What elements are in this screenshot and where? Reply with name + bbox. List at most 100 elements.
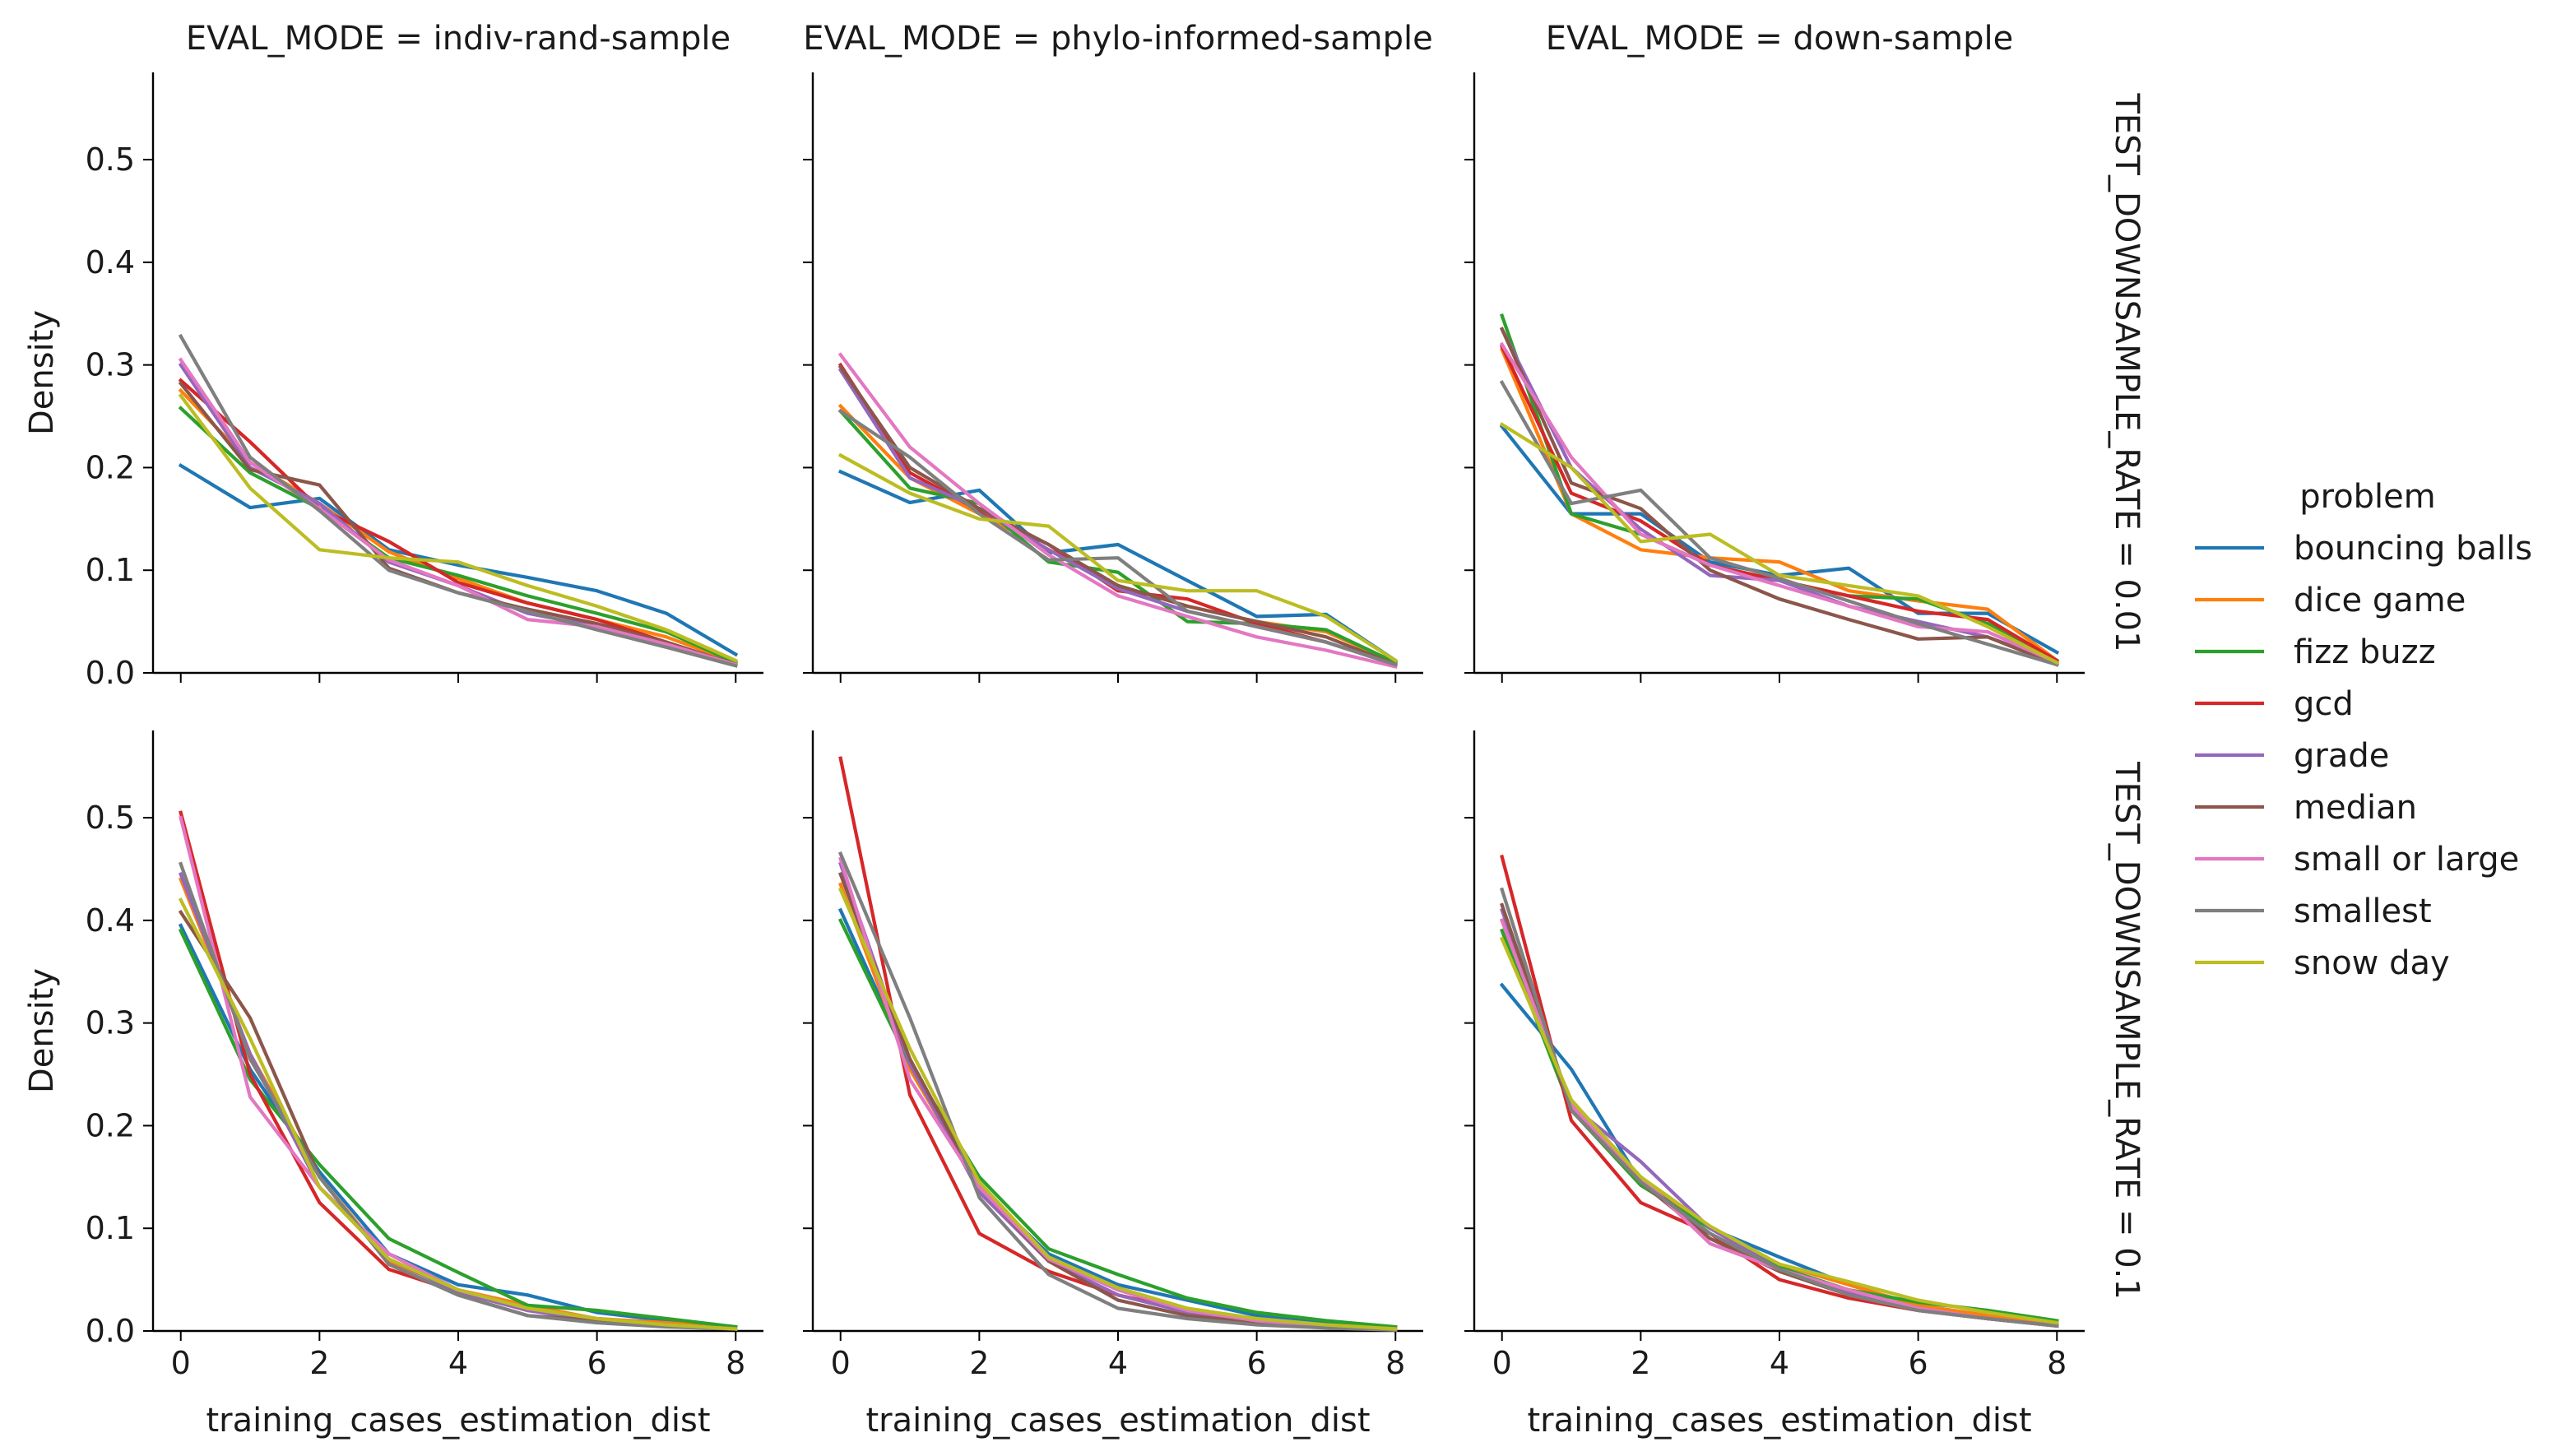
y-tick-label: 0.5 — [86, 800, 135, 836]
series-line-snow-day — [178, 897, 738, 1331]
series-line-smallest — [179, 861, 738, 1331]
series-line-median — [837, 364, 1399, 667]
series-line-small-or-large — [178, 357, 738, 667]
facet-panel: 0 2 4 6 8 training_cases_estimation_dist TEST_… — [1464, 730, 2146, 1440]
x-tick-label: 0 — [1492, 1345, 1512, 1381]
legend-item: median — [2195, 789, 2417, 827]
series-line-snow-day — [837, 887, 1398, 1331]
legend-item: bouncing balls — [2195, 530, 2532, 568]
facet-row-title: TEST_DOWNSAMPLE_RATE = 0.01 — [2108, 92, 2146, 651]
series-line-fizz-buzz — [837, 408, 1399, 665]
x-tick-label: 6 — [587, 1345, 607, 1381]
facet-panel: 0.0 0.1 0.2 0.3 0.4 0.5 0 2 4 6 8 training_cases_es… — [23, 730, 763, 1440]
legend-item: fizz buzz — [2195, 633, 2436, 671]
y-tick-label: 0.3 — [86, 347, 135, 383]
y-tick-label: 0.4 — [86, 244, 135, 281]
series-line-bouncing-balls — [837, 469, 1399, 663]
x-tick-label: 2 — [309, 1345, 329, 1381]
series-line-grade — [838, 861, 1398, 1331]
series-line-smallest — [837, 408, 1398, 667]
y-tick-label: 0.0 — [86, 655, 135, 691]
legend-label: snow day — [2294, 944, 2450, 982]
series-line-grade — [178, 362, 738, 667]
series-line-snow-day — [178, 393, 739, 663]
y-tick-label: 0.2 — [86, 449, 135, 485]
x-tick-label: 8 — [1385, 1345, 1405, 1381]
facet-panel: EVAL_MODE = down-sample TEST_DOWNSAMPLE_R… — [1464, 20, 2146, 683]
facet-panel: 0 2 4 6 8 training_cases_estimation_dist — [803, 730, 1423, 1440]
series-line-snow-day — [1499, 422, 2060, 665]
x-tick-label: 8 — [2047, 1345, 2067, 1381]
series-line-dice-game — [1499, 347, 2060, 663]
y-tick-label: 0.3 — [86, 1005, 135, 1041]
legend: problem bouncing balls dice game fizz buzz g… — [2195, 478, 2532, 982]
series-line-gcd — [178, 378, 738, 667]
series-line-snow-day — [1499, 936, 2059, 1325]
x-tick-label: 2 — [969, 1345, 989, 1381]
series-line-grade — [837, 367, 1398, 667]
facet-panel: 0.0 0.1 0.2 0.3 0.4 0.5 EVAL_MODE = indiv-rand… — [23, 20, 763, 691]
legend-title: problem — [2299, 478, 2436, 516]
x-tick-label: 0 — [171, 1345, 191, 1381]
legend-label: bouncing balls — [2294, 530, 2532, 568]
legend-label: fizz buzz — [2294, 633, 2436, 671]
legend-label: median — [2294, 789, 2417, 827]
series-line-dice-game — [837, 882, 1398, 1331]
series-line-bouncing-balls — [178, 923, 738, 1329]
series-line-dice-game — [837, 403, 1399, 665]
y-axis-title: Density — [23, 968, 61, 1093]
series-line-fizz-buzz — [178, 928, 738, 1329]
y-axis-title: Density — [23, 310, 61, 435]
x-axis-title: training_cases_estimation_dist — [206, 1402, 710, 1440]
x-tick-label: 6 — [1247, 1345, 1267, 1381]
legend-label: smallest — [2294, 893, 2432, 930]
facet-row-title: TEST_DOWNSAMPLE_RATE = 0.1 — [2108, 761, 2146, 1300]
facet-column-title: EVAL_MODE = down-sample — [1546, 20, 2014, 58]
x-tick-label: 0 — [831, 1345, 851, 1381]
x-tick-label: 6 — [1909, 1345, 1928, 1381]
series-line-smallest — [178, 333, 738, 668]
y-tick-label: 0.5 — [86, 141, 135, 178]
series-line-gcd — [837, 362, 1398, 667]
facet-column-title: EVAL_MODE = phylo-informed-sample — [803, 20, 1433, 58]
series-line-dice-game — [178, 387, 738, 665]
legend-label: small or large — [2294, 841, 2519, 879]
y-tick-label: 0.1 — [86, 552, 135, 588]
x-tick-label: 8 — [726, 1345, 745, 1381]
series-line-small-or-large — [179, 815, 738, 1331]
x-tick-label: 4 — [1108, 1345, 1128, 1381]
y-tick-label: 0.0 — [86, 1313, 135, 1349]
facet-panel: EVAL_MODE = phylo-informed-sample — [803, 20, 1433, 683]
series-line-snow-day — [837, 452, 1399, 663]
x-axis-title: training_cases_estimation_dist — [865, 1402, 1370, 1440]
legend-item: smallest — [2195, 893, 2432, 930]
facet-column-title: EVAL_MODE = indiv-rand-sample — [186, 20, 731, 58]
x-tick-label: 2 — [1631, 1345, 1650, 1381]
x-tick-label: 4 — [448, 1345, 468, 1381]
panels-layer: 0.0 0.1 0.2 0.3 0.4 0.5 EVAL_MODE = indiv-rand… — [23, 20, 2146, 1440]
legend-item: grade — [2195, 737, 2389, 775]
legend-item: gcd — [2195, 685, 2354, 723]
y-tick-label: 0.2 — [86, 1107, 135, 1143]
legend-label: gcd — [2294, 685, 2354, 723]
y-tick-label: 0.4 — [86, 902, 135, 939]
series-line-smallest — [1499, 380, 2059, 667]
x-tick-label: 4 — [1770, 1345, 1789, 1381]
series-line-small-or-large — [837, 352, 1398, 670]
series-line-gcd — [838, 756, 1398, 1331]
legend-item: small or large — [2195, 841, 2519, 879]
series-line-smallest — [837, 851, 1398, 1332]
legend-item: dice game — [2195, 582, 2466, 619]
series-line-small-or-large — [1499, 341, 2060, 665]
series-line-bouncing-balls — [178, 463, 739, 657]
legend-item: snow day — [2195, 944, 2450, 982]
x-axis-title: training_cases_estimation_dist — [1527, 1402, 2031, 1440]
series-line-fizz-buzz — [178, 406, 739, 665]
legend-label: grade — [2294, 737, 2389, 775]
series-line-smallest — [1500, 887, 2059, 1328]
series-line-median — [178, 381, 738, 667]
series-line-median — [178, 909, 738, 1331]
y-tick-label: 0.1 — [86, 1210, 135, 1246]
legend-label: dice game — [2294, 582, 2466, 619]
